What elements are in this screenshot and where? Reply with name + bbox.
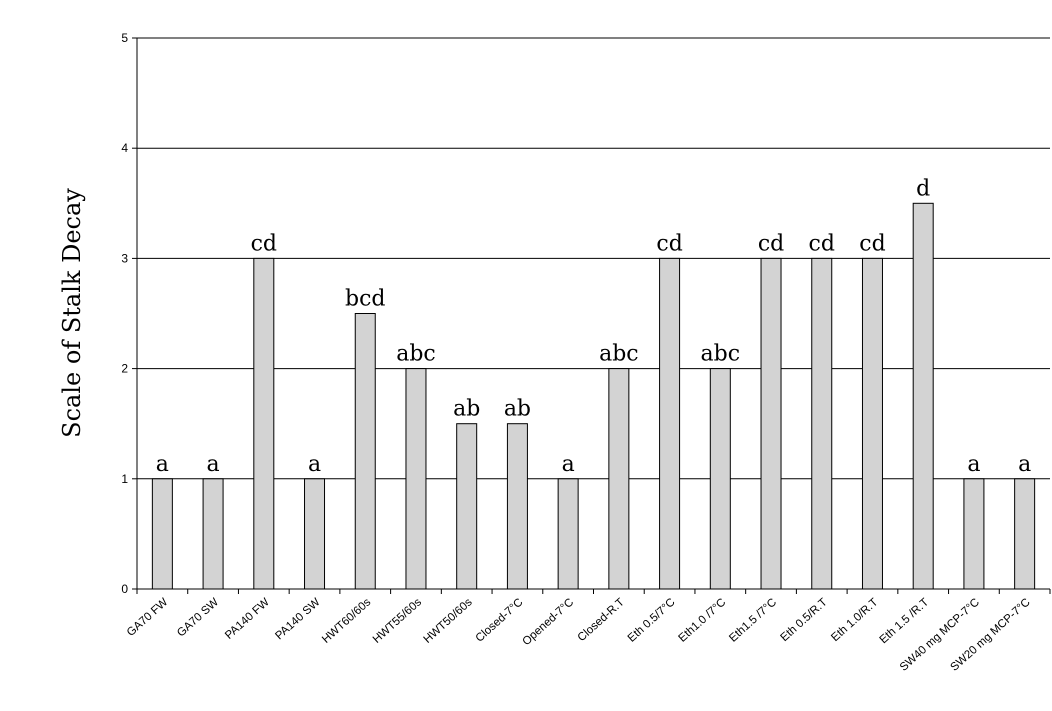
- x-category-label: Closed-R.T: [576, 596, 627, 644]
- bar: [557, 478, 579, 590]
- bar: [202, 478, 224, 590]
- y-tick-label: 5: [121, 31, 128, 45]
- x-category-label: Eth1.5 /7°C: [727, 596, 779, 644]
- y-tick-label: 2: [121, 362, 128, 376]
- x-category-label: PA140 FW: [223, 596, 272, 642]
- x-category-label: HWT60/60s: [320, 596, 373, 646]
- bar-data-label: d: [916, 176, 930, 201]
- x-category-label: Eth1.0 /7°C: [676, 596, 728, 644]
- bar-layer: [151, 202, 1036, 590]
- x-category-label: Eth 0.5/7°C: [626, 596, 678, 644]
- bar-data-label: a: [308, 452, 321, 477]
- bar: [608, 368, 630, 590]
- x-category-label: Eth 1.5 /R.T: [878, 596, 932, 646]
- grid-layer: [132, 37, 1051, 594]
- bar-data-label: a: [156, 452, 169, 477]
- bar: [861, 257, 883, 590]
- bar: [963, 478, 985, 590]
- bar: [506, 423, 528, 590]
- x-category-label: HWT50/60s: [422, 596, 475, 646]
- bar: [304, 478, 326, 590]
- x-category-label: HWT55/60s: [371, 596, 424, 646]
- bar: [659, 257, 681, 590]
- bar: [811, 257, 833, 590]
- x-category-label: GA70 FW: [125, 596, 171, 639]
- bar: [1014, 478, 1036, 590]
- bar-data-label: a: [207, 452, 220, 477]
- bar-data-label: abc: [396, 342, 436, 367]
- bar-data-label: a: [967, 452, 980, 477]
- bar-data-label: cd: [251, 231, 277, 256]
- x-category-label: Eth 0.5/R.T: [778, 596, 829, 644]
- bar: [405, 368, 427, 590]
- axis-layer: [136, 38, 1050, 590]
- bar: [760, 257, 782, 590]
- bar: [456, 423, 478, 590]
- bar-data-label: bcd: [345, 287, 386, 312]
- bar-data-label: a: [1018, 452, 1031, 477]
- y-tick-label: 0: [121, 582, 128, 596]
- bar-data-label: cd: [656, 231, 682, 256]
- bar: [151, 478, 173, 590]
- y-tick-label: 3: [121, 251, 128, 265]
- x-category-label: Closed-7°C: [474, 596, 526, 644]
- bar-data-label: abc: [599, 342, 639, 367]
- bar-data-label: ab: [453, 397, 480, 422]
- bar-data-label: ab: [504, 397, 531, 422]
- bar-data-label: abc: [701, 342, 741, 367]
- y-tick-label: 4: [121, 141, 128, 155]
- bar: [253, 257, 275, 590]
- bar-data-label: cd: [859, 231, 885, 256]
- x-category-label: Opened-7°C: [521, 596, 577, 648]
- x-category-label: PA140 SW: [273, 596, 322, 642]
- y-axis-title: Scale of Stalk Decay: [58, 188, 86, 438]
- bar: [912, 202, 934, 590]
- bar: [709, 368, 731, 590]
- y-tick-label: 1: [121, 472, 128, 486]
- bar-data-label: a: [562, 452, 575, 477]
- bar-data-label: cd: [758, 231, 784, 256]
- x-category-label: Eth 1.0/R.T: [829, 596, 880, 644]
- x-category-label: GA70 SW: [175, 596, 221, 639]
- bar: [354, 313, 376, 590]
- bar-data-label: cd: [809, 231, 835, 256]
